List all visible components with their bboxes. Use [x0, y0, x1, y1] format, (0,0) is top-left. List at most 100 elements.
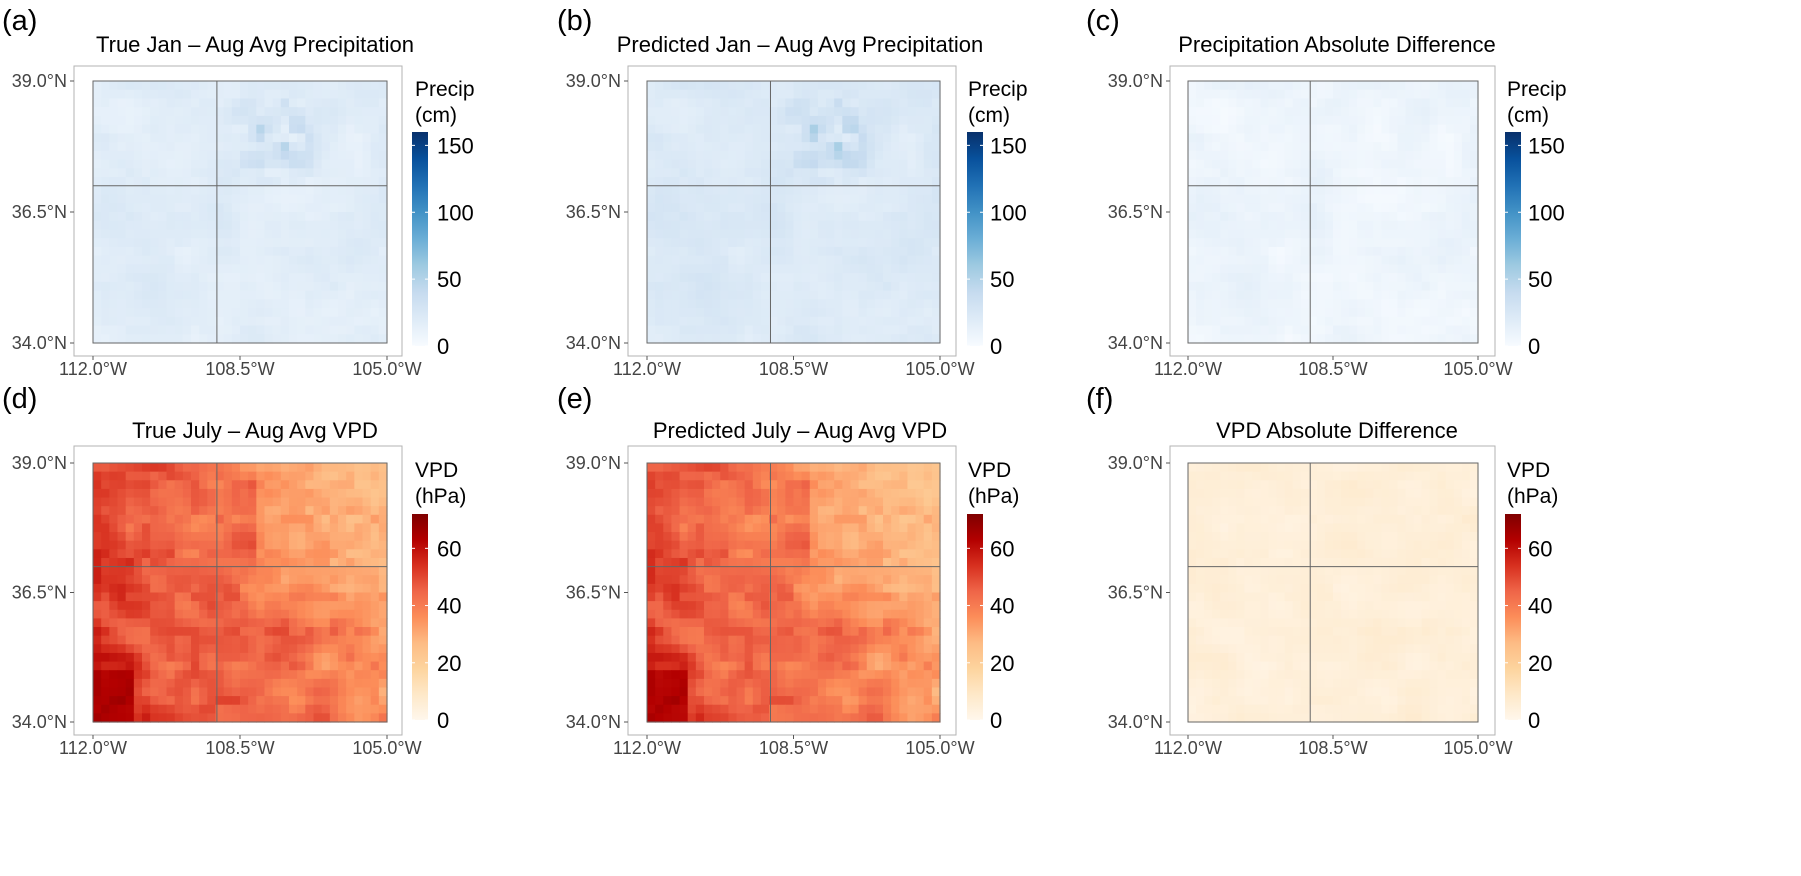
heatmap-cell [752, 246, 762, 257]
heatmap-cell [1349, 334, 1358, 344]
heatmap-cell [883, 124, 892, 134]
heatmap-cell [370, 601, 380, 611]
heatmap-cell [297, 334, 306, 344]
heatmap-cell [215, 89, 225, 100]
heatmap-cell [1373, 124, 1382, 134]
heatmap-cell [687, 566, 697, 576]
heatmap-cell [736, 255, 746, 265]
heatmap-cell [663, 549, 673, 559]
heatmap-cell [109, 540, 119, 550]
heatmap-cell [1236, 142, 1245, 152]
heatmap-cell [199, 463, 208, 473]
heatmap-cell [931, 514, 941, 525]
heatmap-cell [850, 316, 860, 327]
heatmap-cell [1429, 133, 1439, 143]
heatmap-cell [720, 325, 729, 335]
heatmap-cell [720, 133, 729, 143]
heatmap-cell [223, 299, 233, 309]
heatmap-cell [850, 488, 860, 499]
heatmap-cell [215, 107, 225, 117]
heatmap-cell [93, 670, 102, 680]
heatmap-cell [931, 185, 941, 196]
heatmap-cell [321, 229, 331, 239]
heatmap-cell [338, 696, 347, 706]
heatmap-cell [297, 627, 306, 637]
heatmap-cell [1212, 281, 1221, 292]
heatmap-cell [1276, 98, 1286, 108]
heatmap-cell [923, 115, 933, 126]
heatmap-cell [297, 471, 306, 481]
heatmap-cell [305, 696, 315, 706]
legend-tick-label: 100 [990, 200, 1027, 225]
heatmap-cell [272, 185, 282, 196]
heatmap-cell [313, 583, 323, 594]
heatmap-cell [1413, 203, 1423, 213]
heatmap-cell [191, 299, 200, 309]
heatmap-cell [695, 290, 705, 300]
heatmap-cell [1389, 334, 1399, 344]
heatmap-cell [346, 273, 355, 283]
heatmap-cell [1381, 203, 1390, 213]
heatmap-cell [826, 150, 835, 161]
heatmap-cell [346, 549, 355, 559]
heatmap-cell [354, 168, 364, 178]
heatmap-cell [231, 299, 241, 309]
heatmap-cell [289, 549, 298, 559]
heatmap-cell [191, 159, 200, 169]
heatmap-cell [760, 238, 770, 248]
heatmap-cell [1284, 316, 1294, 327]
heatmap-cell [272, 115, 282, 126]
heatmap-cell [1421, 334, 1431, 344]
heatmap-cell [109, 583, 119, 594]
heatmap-cell [720, 281, 729, 292]
heatmap-cell [240, 220, 249, 231]
heatmap-cell [93, 506, 102, 516]
heatmap-cell [158, 661, 168, 671]
heatmap-cell [1413, 299, 1423, 309]
heatmap-cell [1389, 177, 1399, 187]
heatmap-cell [736, 308, 746, 318]
heatmap-cell [117, 480, 127, 490]
heatmap-cell [915, 220, 925, 231]
heatmap-cell [182, 212, 192, 222]
heatmap-cell [752, 212, 762, 222]
heatmap-cell [207, 644, 217, 654]
heatmap-cell [338, 583, 347, 594]
x-tick-label: 108.5°W [1298, 359, 1367, 379]
heatmap-cell [793, 255, 803, 265]
heatmap-cell [801, 150, 811, 161]
heatmap-cell [1349, 220, 1358, 231]
heatmap-cell [378, 549, 388, 559]
heatmap-cell [199, 325, 208, 335]
heatmap-cell [1276, 325, 1286, 335]
heatmap-cell [109, 334, 119, 344]
heatmap-cell [354, 713, 364, 723]
heatmap-cell [793, 290, 803, 300]
heatmap-cell [215, 238, 225, 248]
heatmap-cell [1461, 142, 1471, 152]
heatmap-cell [362, 652, 372, 663]
heatmap-cell [1292, 159, 1302, 169]
heatmap-cell [1204, 115, 1213, 126]
heatmap-cell [297, 506, 306, 516]
heatmap-cell [338, 89, 347, 100]
heatmap-cell [313, 497, 323, 507]
heatmap-cell [655, 273, 664, 283]
heatmap-cell [125, 471, 135, 481]
heatmap-cell [1461, 159, 1471, 169]
heatmap-cell [703, 463, 713, 473]
heatmap-cell [191, 557, 200, 568]
heatmap-cell [207, 670, 217, 680]
heatmap-cell [289, 142, 298, 152]
heatmap-cell [207, 81, 217, 91]
heatmap-cell [272, 549, 282, 559]
heatmap-cell [907, 246, 917, 257]
heatmap-cell [280, 471, 290, 481]
heatmap-cell [289, 463, 298, 473]
heatmap-cell [378, 532, 388, 542]
heatmap-cell [834, 497, 843, 507]
heatmap-cell [264, 704, 274, 714]
heatmap-cell [329, 592, 339, 602]
heatmap-cell [182, 713, 192, 723]
